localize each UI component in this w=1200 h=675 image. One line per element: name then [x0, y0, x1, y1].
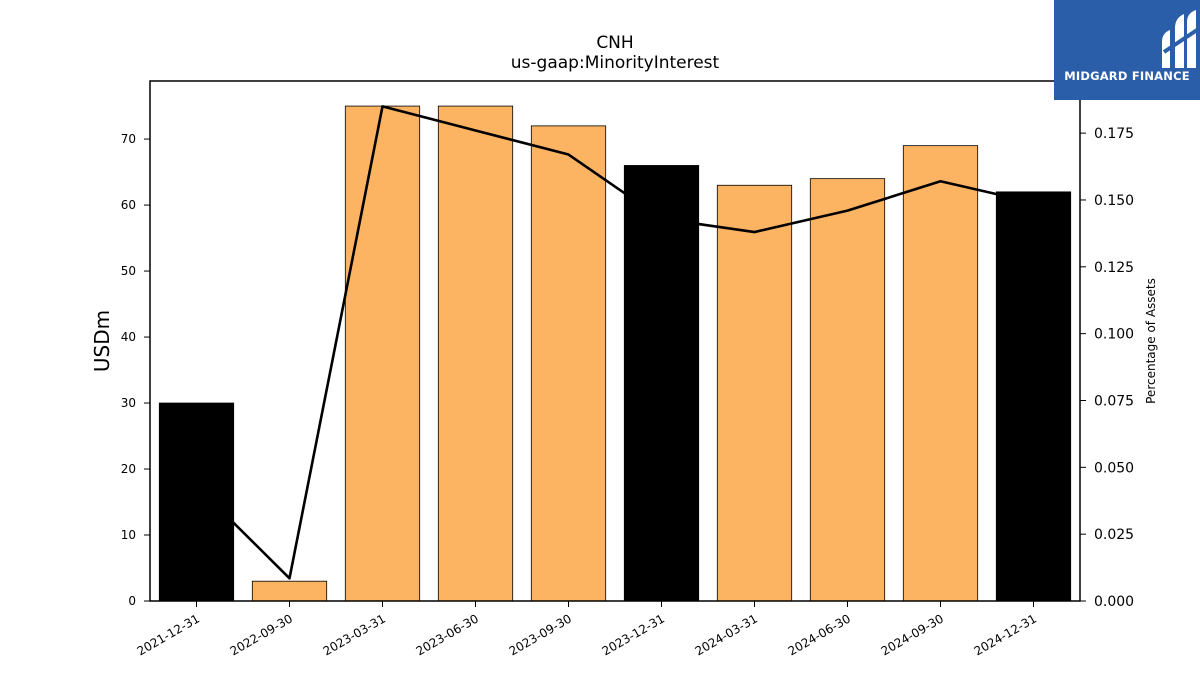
bar-2023-03-31 [344, 105, 421, 602]
chart-title: CNH [596, 33, 633, 53]
x-tick-label: 2024-09-30 [879, 611, 946, 658]
plot-frame [149, 80, 1081, 602]
bar-2024-12-31 [995, 191, 1072, 602]
bar-group [158, 105, 1072, 602]
y-tick-label: 10 [121, 528, 136, 542]
y2-tick-label: 0.000 [1094, 594, 1134, 610]
x-tick-label: 2024-06-30 [786, 611, 853, 658]
y-tick-label: 30 [121, 396, 136, 410]
bar-2024-06-30 [809, 178, 886, 602]
y-axis-label: USDm [90, 310, 114, 372]
y2-tick-label: 0.075 [1094, 393, 1134, 409]
y2-tick-label: 0.125 [1094, 260, 1134, 276]
y-axis-left: 0 10 20 30 40 50 60 70 [121, 132, 150, 608]
y2-tick-label: 0.100 [1094, 327, 1134, 343]
y2-axis-label: Percentage of Assets [1144, 278, 1158, 404]
y-axis-right: 0.000 0.025 0.050 0.075 0.100 0.125 0.150 0.175 [1080, 126, 1134, 610]
bar-2021-12-31 [158, 402, 235, 602]
y2-tick-label: 0.050 [1094, 460, 1134, 476]
logo-text: MIDGARD FINANCE [1064, 69, 1190, 83]
logo-mark-icon [1162, 10, 1200, 68]
x-tick-label: 2023-09-30 [507, 611, 574, 658]
bar-2023-06-30 [437, 105, 514, 602]
y2-tick-label: 0.025 [1094, 527, 1134, 543]
y-tick-label: 70 [121, 132, 136, 146]
x-axis: 2021-12-31 2022-09-30 2023-03-31 2023-06-30… [135, 601, 1039, 658]
x-tick-label: 2023-03-31 [321, 611, 388, 658]
x-tick-label: 2024-03-31 [693, 611, 760, 658]
bar-2022-09-30 [251, 580, 328, 602]
x-tick-label: 2024-12-31 [972, 611, 1039, 658]
y2-tick-label: 0.150 [1094, 193, 1134, 209]
y-tick-label: 60 [121, 198, 136, 212]
line-group [195, 105, 1034, 580]
midgard-finance-logo: MIDGARD FINANCE [1054, 0, 1200, 100]
bar-2024-03-31 [716, 184, 793, 602]
bar-2023-09-30 [530, 125, 607, 602]
y-tick-label: 20 [121, 462, 136, 476]
bar-2024-09-30 [902, 145, 979, 602]
x-tick-label: 2023-12-31 [600, 611, 667, 658]
y2-tick-label: 0.175 [1094, 126, 1134, 142]
percentage-line [195, 105, 1034, 580]
x-tick-label: 2022-09-30 [228, 611, 295, 658]
chart-subtitle: us-gaap:MinorityInterest [511, 53, 720, 73]
y-tick-label: 40 [121, 330, 136, 344]
bar-2023-12-31 [623, 165, 700, 602]
x-tick-label: 2021-12-31 [135, 611, 202, 658]
x-tick-label: 2023-06-30 [414, 611, 481, 658]
y-tick-label: 0 [128, 594, 136, 608]
y-tick-label: 50 [121, 264, 136, 278]
